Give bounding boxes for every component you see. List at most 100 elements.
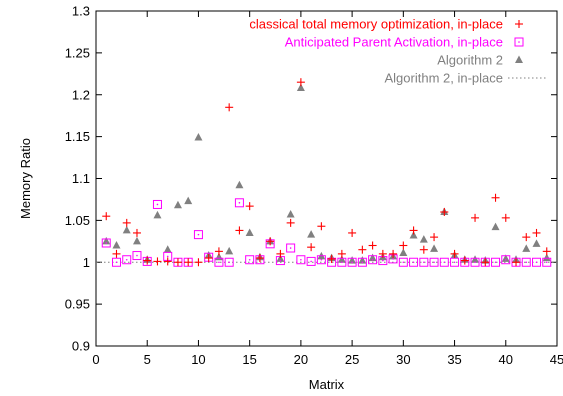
data-point-square (439, 257, 449, 267)
data-point-square (450, 257, 460, 267)
data-point-plus (173, 258, 182, 267)
data-point-square (347, 257, 357, 267)
data-point-square (111, 257, 121, 267)
data-point-plus (337, 249, 346, 258)
data-point-plus (542, 247, 551, 256)
data-point-plus (102, 212, 111, 221)
data-point-plus (389, 249, 398, 258)
data-point-triangle (112, 241, 121, 249)
data-point-square (357, 257, 367, 267)
data-point-square (470, 257, 480, 267)
y-tick-label: 1.05 (65, 213, 90, 228)
data-point-plus (245, 202, 254, 211)
data-point-plus (368, 241, 377, 250)
data-point-plus (266, 237, 275, 246)
data-point-triangle (153, 210, 162, 219)
data-point-triangle (122, 225, 131, 234)
x-tick-label: 5 (144, 352, 151, 367)
data-point-square (337, 257, 347, 267)
data-point-triangle (542, 253, 551, 262)
data-point-plus (399, 241, 408, 250)
data-point-plus (225, 103, 234, 112)
data-point-square (501, 255, 511, 265)
data-point-plus (296, 78, 305, 87)
data-point-plus (378, 249, 387, 258)
data-point-triangle (102, 236, 111, 245)
y-tick-label: 1 (83, 255, 90, 270)
data-point-triangle (286, 210, 295, 218)
data-point-square (306, 256, 316, 266)
data-point-triangle (348, 256, 357, 264)
x-axis-label: Matrix (309, 377, 345, 392)
data-point-square (316, 255, 326, 265)
y-tick-label: 1.25 (65, 45, 90, 60)
data-point-square (132, 251, 142, 261)
data-point-triangle (491, 222, 500, 231)
data-point-triangle (368, 253, 377, 262)
data-point-plus (163, 257, 172, 266)
data-point-triangle (225, 246, 234, 255)
data-point-triangle (471, 255, 480, 263)
data-point-plus (204, 254, 213, 263)
data-point-plus (235, 226, 244, 235)
y-axis-label: Memory Ratio (18, 138, 33, 219)
y-tick-label: 0.95 (65, 297, 90, 312)
data-point-plus (214, 247, 223, 256)
data-point-triangle (522, 244, 531, 252)
data-point-triangle (245, 228, 254, 236)
data-point-plus (255, 254, 264, 263)
y-tick-label: 1.2 (72, 87, 90, 102)
data-point-plus (132, 228, 141, 237)
y-tick-label: 1.15 (65, 129, 90, 144)
data-point-square (101, 238, 111, 248)
data-point-plus (112, 249, 121, 258)
x-tick-label: 15 (242, 352, 256, 367)
data-point-plus (409, 226, 418, 235)
data-point-square (224, 257, 234, 267)
data-point-square (419, 257, 429, 267)
data-point-plus (419, 245, 428, 254)
data-point-triangle (358, 256, 367, 264)
legend-label: classical total memory optimization, in-… (249, 17, 503, 32)
data-point-triangle (132, 236, 141, 245)
data-point-plus (276, 249, 285, 258)
data-point-square (491, 257, 501, 267)
data-point-triangle (501, 254, 510, 262)
data-point-triangle (419, 235, 428, 243)
data-point-plus (460, 256, 469, 265)
data-point-square (296, 255, 306, 265)
data-point-plus (471, 213, 480, 222)
data-point-square (368, 255, 378, 265)
x-tick-label: 10 (191, 352, 205, 367)
data-point-plus (512, 258, 521, 267)
legend: classical total memory optimization, in-… (249, 17, 548, 86)
data-point-plus (440, 208, 449, 216)
data-point-plus (450, 249, 459, 258)
data-point-plus (481, 258, 490, 267)
data-point-square (542, 257, 552, 267)
data-point-triangle (163, 245, 172, 253)
data-point-triangle (399, 248, 408, 257)
data-point-plus (143, 256, 152, 265)
data-point-triangle (194, 132, 203, 141)
data-point-plus (348, 228, 357, 237)
legend-swatch-plus (515, 20, 523, 28)
data-point-square (214, 257, 224, 267)
x-tick-label: 25 (345, 352, 359, 367)
y-tick-label: 1.1 (72, 171, 90, 186)
data-point-triangle (184, 196, 193, 205)
data-point-plus (327, 254, 336, 263)
legend-swatch-square (514, 37, 524, 47)
data-point-plus (491, 193, 500, 202)
x-tick-label: 20 (294, 352, 308, 367)
data-point-triangle (235, 180, 244, 189)
data-point-plus (184, 258, 193, 267)
x-tick-label: 45 (550, 352, 563, 367)
data-point-plus (153, 257, 162, 266)
data-point-plus (501, 213, 510, 222)
data-point-square (245, 255, 255, 265)
data-point-plus (122, 218, 131, 227)
data-point-square (521, 257, 531, 267)
